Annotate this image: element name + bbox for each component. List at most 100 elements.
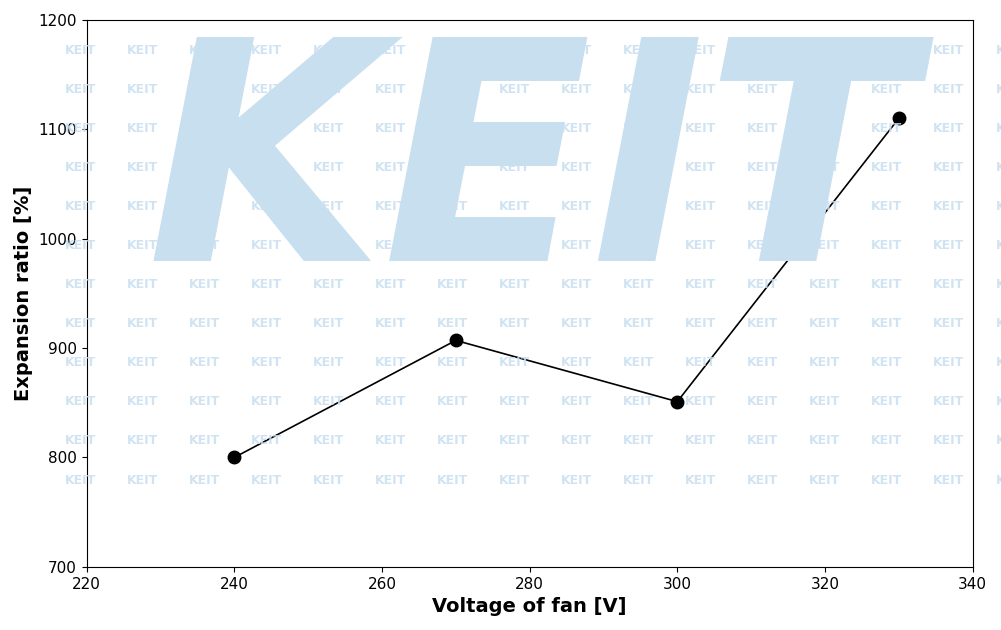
Text: KEIT: KEIT (126, 239, 158, 252)
Text: KEIT: KEIT (809, 474, 841, 486)
Text: KEIT: KEIT (995, 161, 1001, 174)
Text: KEIT: KEIT (188, 122, 220, 135)
Text: KEIT: KEIT (933, 44, 965, 57)
Text: KEIT: KEIT (498, 318, 531, 330)
Text: KEIT: KEIT (871, 474, 903, 486)
Text: KEIT: KEIT (561, 44, 593, 57)
Text: KEIT: KEIT (685, 474, 717, 486)
Text: KEIT: KEIT (126, 474, 158, 486)
Text: KEIT: KEIT (250, 278, 282, 291)
Text: KEIT: KEIT (436, 396, 468, 408)
Text: KEIT: KEIT (498, 396, 531, 408)
Text: KEIT: KEIT (561, 318, 593, 330)
Text: KEIT: KEIT (809, 161, 841, 174)
Text: KEIT: KEIT (995, 44, 1001, 57)
Text: KEIT: KEIT (685, 44, 717, 57)
Text: KEIT: KEIT (312, 44, 344, 57)
Text: KEIT: KEIT (312, 357, 344, 369)
Text: KEIT: KEIT (623, 83, 655, 96)
Text: KEIT: KEIT (64, 357, 96, 369)
Text: KEIT: KEIT (623, 318, 655, 330)
Text: KEIT: KEIT (747, 435, 779, 447)
Text: KEIT: KEIT (64, 318, 96, 330)
Text: KEIT: KEIT (747, 357, 779, 369)
Text: KEIT: KEIT (374, 474, 406, 486)
Text: KEIT: KEIT (747, 474, 779, 486)
Text: KEIT: KEIT (685, 83, 717, 96)
Text: KEIT: KEIT (995, 83, 1001, 96)
Text: KEIT: KEIT (436, 435, 468, 447)
Text: KEIT: KEIT (188, 435, 220, 447)
Text: KEIT: KEIT (933, 161, 965, 174)
Y-axis label: Expansion ratio [%]: Expansion ratio [%] (14, 186, 33, 401)
Text: KEIT: KEIT (809, 239, 841, 252)
Text: KEIT: KEIT (561, 83, 593, 96)
Text: KEIT: KEIT (871, 278, 903, 291)
Text: KEIT: KEIT (312, 239, 344, 252)
Text: KEIT: KEIT (250, 44, 282, 57)
Text: KEIT: KEIT (623, 357, 655, 369)
Text: KEIT: KEIT (995, 278, 1001, 291)
Text: KEIT: KEIT (250, 357, 282, 369)
Text: KEIT: KEIT (374, 357, 406, 369)
Text: KEIT: KEIT (561, 122, 593, 135)
Text: KEIT: KEIT (312, 435, 344, 447)
Text: KEIT: KEIT (871, 200, 903, 213)
Text: KEIT: KEIT (561, 239, 593, 252)
Text: KEIT: KEIT (126, 278, 158, 291)
Text: KEIT: KEIT (933, 474, 965, 486)
Text: KEIT: KEIT (126, 200, 158, 213)
Text: KEIT: KEIT (498, 239, 531, 252)
Text: KEIT: KEIT (685, 396, 717, 408)
Text: KEIT: KEIT (188, 278, 220, 291)
Text: KEIT: KEIT (188, 200, 220, 213)
Text: KEIT: KEIT (995, 396, 1001, 408)
Text: KEIT: KEIT (126, 44, 158, 57)
Text: KEIT: KEIT (374, 435, 406, 447)
Text: KEIT: KEIT (312, 161, 344, 174)
Text: KEIT: KEIT (147, 28, 914, 325)
Text: KEIT: KEIT (374, 318, 406, 330)
Text: KEIT: KEIT (809, 44, 841, 57)
Text: KEIT: KEIT (312, 278, 344, 291)
Text: KEIT: KEIT (436, 278, 468, 291)
Text: KEIT: KEIT (312, 474, 344, 486)
Text: KEIT: KEIT (64, 239, 96, 252)
Text: KEIT: KEIT (809, 435, 841, 447)
Text: KEIT: KEIT (374, 122, 406, 135)
Text: KEIT: KEIT (374, 161, 406, 174)
Text: KEIT: KEIT (747, 396, 779, 408)
Text: KEIT: KEIT (809, 396, 841, 408)
Text: KEIT: KEIT (809, 200, 841, 213)
Text: KEIT: KEIT (809, 83, 841, 96)
Text: KEIT: KEIT (188, 318, 220, 330)
Text: KEIT: KEIT (374, 239, 406, 252)
Text: KEIT: KEIT (64, 83, 96, 96)
Text: KEIT: KEIT (64, 200, 96, 213)
Text: KEIT: KEIT (188, 239, 220, 252)
Text: KEIT: KEIT (685, 318, 717, 330)
Text: KEIT: KEIT (250, 435, 282, 447)
Text: KEIT: KEIT (126, 396, 158, 408)
Text: KEIT: KEIT (250, 318, 282, 330)
Text: KEIT: KEIT (995, 357, 1001, 369)
Text: KEIT: KEIT (188, 474, 220, 486)
Text: KEIT: KEIT (995, 435, 1001, 447)
Text: KEIT: KEIT (871, 239, 903, 252)
Text: KEIT: KEIT (436, 122, 468, 135)
Text: KEIT: KEIT (995, 200, 1001, 213)
Text: KEIT: KEIT (623, 435, 655, 447)
Text: KEIT: KEIT (188, 161, 220, 174)
Text: KEIT: KEIT (250, 474, 282, 486)
Text: KEIT: KEIT (561, 435, 593, 447)
Text: KEIT: KEIT (809, 122, 841, 135)
Text: KEIT: KEIT (498, 435, 531, 447)
Text: KEIT: KEIT (685, 435, 717, 447)
Text: KEIT: KEIT (374, 83, 406, 96)
Text: KEIT: KEIT (933, 396, 965, 408)
Text: KEIT: KEIT (64, 161, 96, 174)
Text: KEIT: KEIT (623, 278, 655, 291)
Text: KEIT: KEIT (250, 200, 282, 213)
Text: KEIT: KEIT (871, 357, 903, 369)
Text: KEIT: KEIT (561, 396, 593, 408)
